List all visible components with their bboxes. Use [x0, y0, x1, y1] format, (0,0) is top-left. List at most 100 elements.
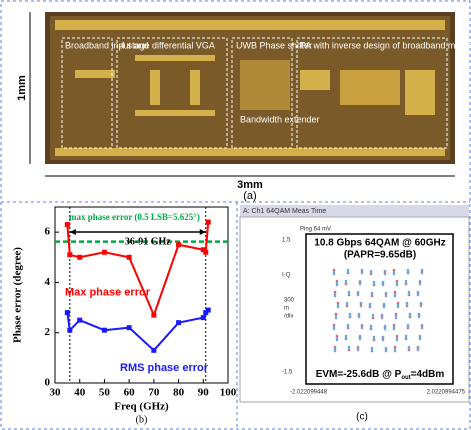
range-label: 36-91 GHz [125, 236, 171, 247]
marker [206, 220, 211, 225]
axis-label: -2.022099448 [290, 390, 328, 396]
symbol-dot [421, 272, 424, 275]
marker [102, 250, 107, 255]
symbol-dot [394, 350, 397, 353]
symbol-dot [407, 326, 410, 329]
symbol-dot [382, 281, 385, 284]
marker [151, 348, 156, 353]
marker [65, 222, 70, 227]
symbol-dot [384, 273, 387, 276]
symbol-dot [360, 302, 363, 305]
symbol-dot [348, 348, 351, 351]
symbol-dot [357, 294, 360, 297]
chip-photo [45, 12, 455, 164]
symbol-dot [370, 272, 373, 275]
series-label: RMS phase error [120, 362, 209, 374]
x-tick-label: 90 [198, 387, 210, 399]
axis-label: 2.0220994475 [427, 390, 466, 396]
symbol-dot [385, 292, 388, 295]
series-label: Max phase error [65, 286, 151, 298]
symbol-dot [385, 347, 388, 350]
symbol-dot [371, 349, 374, 352]
x-tick-label: 40 [74, 387, 86, 399]
marker [102, 328, 107, 333]
marker [206, 308, 211, 313]
marker [176, 242, 181, 247]
x-tick-label: 50 [99, 387, 111, 399]
symbol-dot [369, 305, 372, 308]
symbol-dot [348, 293, 351, 296]
symbol-dot [359, 335, 362, 338]
marker [151, 313, 156, 318]
symbol-dot [361, 324, 364, 327]
symbol-dot [345, 282, 348, 285]
x-tick-label: 30 [50, 387, 62, 399]
symbol-dot [357, 291, 360, 294]
symbol-dot [358, 313, 361, 316]
caption: (b) [136, 414, 148, 425]
symbol-dot [417, 349, 420, 352]
marker [176, 320, 181, 325]
symbol-dot [347, 271, 350, 274]
symbol-dot [349, 315, 352, 318]
symbol-dot [383, 306, 386, 309]
symbol-dot [417, 346, 420, 349]
x-tick-label: 80 [173, 387, 185, 399]
symbol-dot [421, 269, 424, 272]
symbol-dot [384, 270, 387, 273]
symbol-dot [347, 326, 350, 329]
x-axis-label: Freq (GHz) [114, 401, 169, 413]
symbol-dot [371, 294, 374, 297]
y-tick-label: 4 [45, 276, 51, 288]
evm-text: EVM=-25.6dB @ P [316, 369, 402, 380]
marker [67, 328, 72, 333]
symbol-dot [393, 328, 396, 331]
symbol-dot [359, 280, 362, 283]
y-tick-label: 2 [45, 326, 51, 338]
symbol-dot [409, 315, 412, 318]
symbol-dot [381, 317, 384, 320]
symbol-dot [385, 295, 388, 298]
y-tick-label: 0 [45, 377, 51, 389]
symbol-dot [359, 338, 362, 341]
marker [77, 318, 82, 323]
symbol-dot [420, 302, 423, 305]
symbol-dot [408, 293, 411, 296]
symbol-dot [384, 328, 387, 331]
symbol-dot [361, 327, 364, 330]
y-axis-label: Phase error (degree) [12, 247, 24, 343]
symbol-dot [359, 283, 362, 286]
symbol-dot [418, 313, 421, 316]
window-title: A: Ch1 64QAM Meas Time [243, 208, 326, 215]
symbol-dot [372, 316, 375, 319]
symbol-dot [383, 303, 386, 306]
evm: EVM=-25.6dB @ Pout=4dBm [316, 369, 445, 381]
axis-label: -1.5 [282, 370, 293, 376]
symbol-dot [408, 348, 411, 351]
symbol-dot [333, 273, 336, 276]
symbol-dot [395, 317, 398, 320]
symbol-dot [396, 339, 399, 342]
symbol-dot [394, 295, 397, 298]
symbol-dot [421, 324, 424, 327]
marker [201, 315, 206, 320]
marker [127, 255, 132, 260]
symbol-dot [405, 337, 408, 340]
symbol-dot [417, 291, 420, 294]
chip-label: Bandwidth extender [240, 114, 320, 124]
marker [127, 325, 132, 330]
symbol-dot [334, 350, 337, 353]
symbol-dot [420, 305, 423, 308]
symbol-dot [333, 328, 336, 331]
symbol-dot [384, 325, 387, 328]
symbol-dot [336, 284, 339, 287]
y-tick-label: 6 [45, 226, 51, 238]
evm-sub: out [401, 375, 410, 381]
symbol-dot [417, 294, 420, 297]
marker [203, 250, 208, 255]
marker [67, 252, 72, 257]
symbol-dot [406, 304, 409, 307]
axis-label: m [284, 306, 289, 312]
symbol-dot [360, 305, 363, 308]
